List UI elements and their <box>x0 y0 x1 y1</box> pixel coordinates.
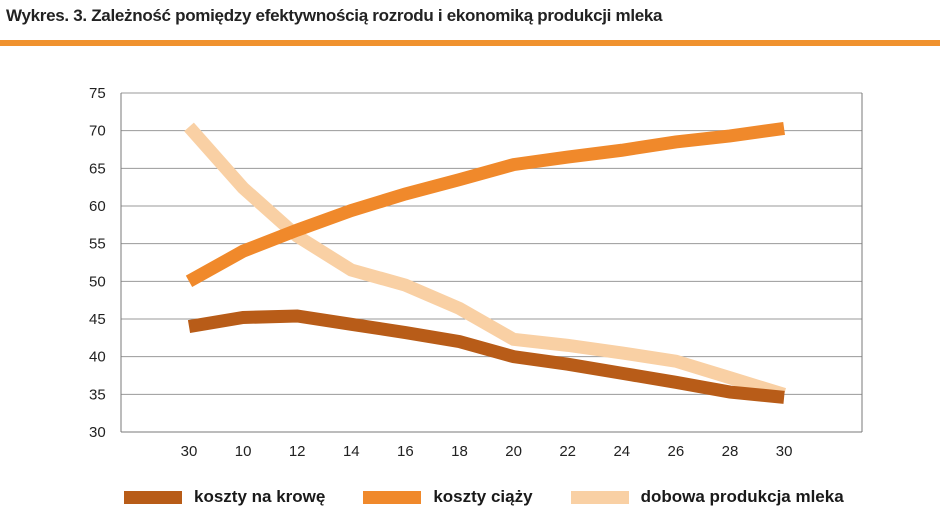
legend-swatch <box>570 490 629 504</box>
y-tick-label: 55 <box>89 236 106 253</box>
x-tick-label: 10 <box>235 443 252 460</box>
y-tick-label: 50 <box>89 273 106 290</box>
series-line-0 <box>187 309 785 404</box>
x-tick-label: 30 <box>776 443 793 460</box>
legend-swatch <box>363 490 422 504</box>
line-chart: 30 35 40 45 50 55 60 65 70 75 30 10 12 14 16 18 20 22 24 2… <box>89 85 863 460</box>
x-tick-label: 28 <box>722 443 739 460</box>
y-tick-label: 70 <box>89 123 106 140</box>
title-divider <box>0 40 940 46</box>
y-tick-labels: 30 35 40 45 50 55 60 65 70 75 <box>89 85 106 441</box>
x-tick-label: 20 <box>505 443 522 460</box>
y-tick-label: 60 <box>89 198 106 215</box>
x-tick-label: 12 <box>289 443 306 460</box>
x-tick-label: 22 <box>559 443 576 460</box>
legend-label: koszty ciąży <box>433 487 533 506</box>
x-tick-labels: 30 10 12 14 16 18 20 22 24 26 28 30 <box>181 443 793 460</box>
series-line-1 <box>185 121 785 288</box>
x-tick-label: 30 <box>181 443 198 460</box>
y-tick-label: 30 <box>89 424 106 441</box>
x-tick-label: 18 <box>451 443 468 460</box>
legend-label: koszty na krowę <box>194 487 326 506</box>
legend-item: koszty ciąży <box>363 487 533 507</box>
legend-label: dobowa produkcja mleka <box>640 487 844 506</box>
legend-item: dobowa produkcja mleka <box>570 487 844 507</box>
chart-title: Wykres. 3. Zależność pomiędzy efektywnoś… <box>6 6 663 25</box>
legend-swatch <box>124 490 182 504</box>
chart-legend: koszty na krowę koszty ciąży dobowa produk… <box>124 484 882 510</box>
y-tick-label: 45 <box>89 311 106 328</box>
y-tick-label: 35 <box>89 386 106 403</box>
x-tick-label: 16 <box>397 443 414 460</box>
x-tick-label: 14 <box>343 443 360 460</box>
y-tick-label: 40 <box>89 349 106 366</box>
x-tick-label: 26 <box>668 443 685 460</box>
legend-item: koszty na krowę <box>124 487 325 507</box>
series-lines <box>184 121 787 404</box>
x-tick-label: 24 <box>613 443 630 460</box>
y-tick-label: 65 <box>89 160 106 177</box>
axes <box>120 93 863 433</box>
y-tick-label: 75 <box>89 85 106 102</box>
